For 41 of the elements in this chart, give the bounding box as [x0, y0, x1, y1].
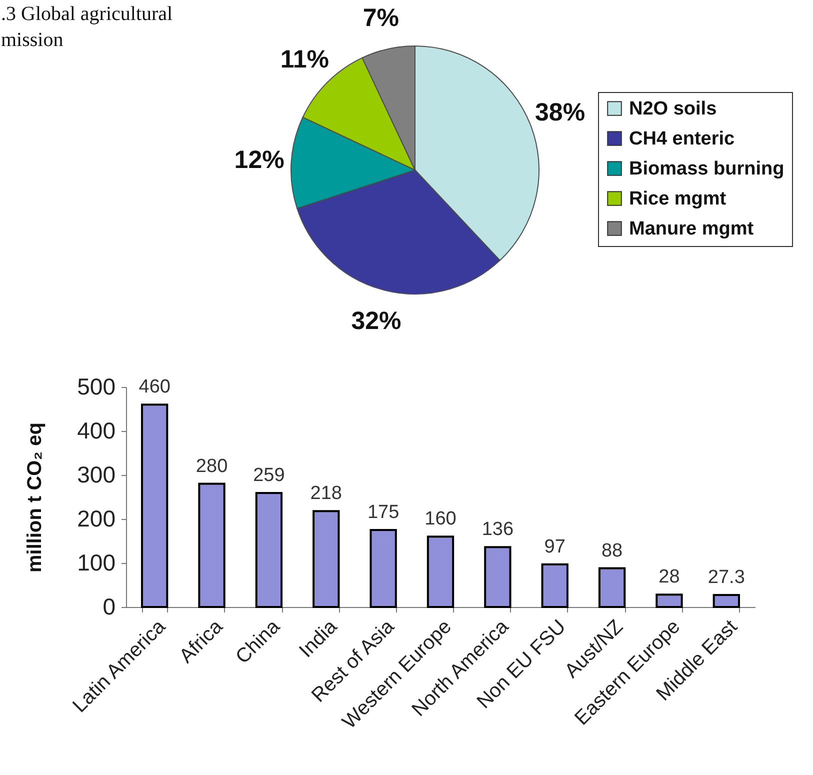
data-label: 32%: [351, 307, 402, 336]
data-label: 7%: [362, 4, 400, 32]
data-label: 460: [138, 376, 170, 398]
data-label: 38%: [535, 98, 586, 127]
data-label: 97: [544, 536, 566, 558]
y-tick-label: 300: [77, 462, 116, 488]
data-label: 175: [367, 502, 400, 523]
data-label: 136: [482, 519, 514, 540]
bar: [198, 482, 226, 608]
y-tick-label: 100: [77, 550, 116, 576]
y-tick-label: 0: [102, 594, 116, 620]
bar: [141, 404, 168, 608]
data-label: 280: [196, 456, 228, 477]
text: mission: [1, 29, 64, 51]
bar: [541, 563, 568, 608]
bar: [712, 594, 740, 608]
legend-label: N2O soils: [629, 98, 717, 120]
text: .3 Global agricultural: [1, 3, 174, 25]
data-label: 160: [424, 508, 456, 530]
data-label: 28: [658, 566, 680, 588]
y-axis-title: million t CO₂ eq: [24, 422, 46, 572]
legend-label: Rice mgmt: [629, 188, 727, 210]
legend-label: CH4 enteric: [629, 128, 736, 150]
y-tick-label: 200: [77, 506, 116, 532]
y-tick-label: 400: [77, 418, 116, 444]
bar: [370, 529, 397, 608]
legend-label: Biomass burning: [629, 158, 784, 180]
bar: [656, 594, 683, 608]
data-label: 259: [253, 465, 285, 486]
data-label: 27.3: [708, 566, 745, 588]
bar: [426, 536, 454, 608]
data-label: 88: [601, 540, 623, 562]
bar: [312, 510, 340, 608]
y-tick-label: 500: [77, 374, 116, 400]
bar: [255, 492, 283, 608]
bar: [484, 546, 512, 608]
data-label: 11%: [280, 46, 330, 74]
legend-label: Manure mgmt: [629, 218, 754, 240]
data-label: 218: [310, 483, 342, 504]
bar: [598, 567, 626, 608]
data-label: 12%: [234, 146, 284, 174]
